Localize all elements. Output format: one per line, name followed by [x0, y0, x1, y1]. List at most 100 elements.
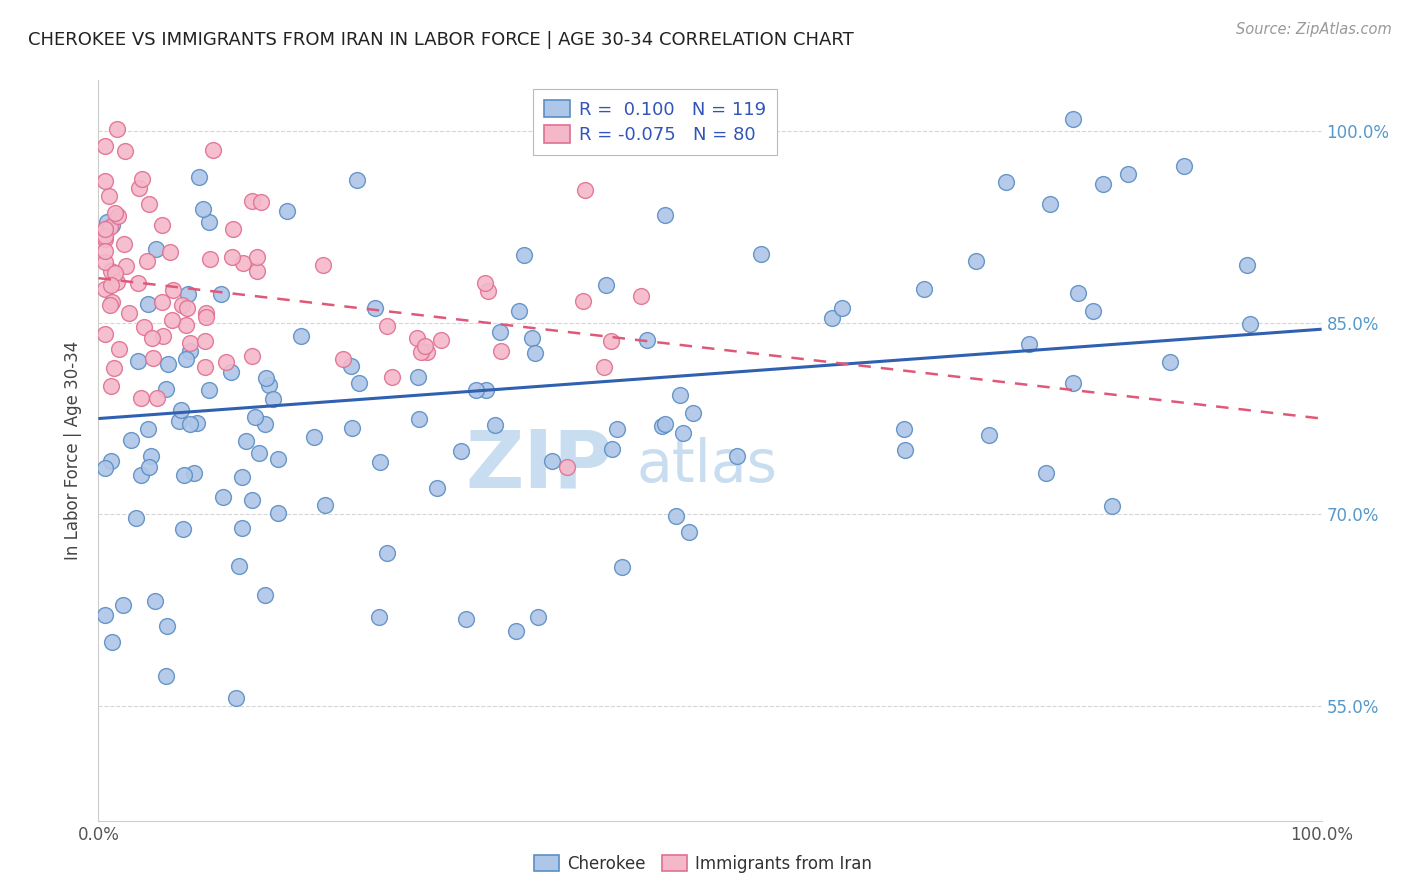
Point [1236, 258, 1258, 272]
Point [193, 202, 215, 216]
Point [413, 339, 436, 353]
Point [505, 624, 527, 639]
Text: CHEROKEE VS IMMIGRANTS FROM IRAN IN LABOR FORCE | AGE 30-34 CORRELATION CHART: CHEROKEE VS IMMIGRANTS FROM IRAN IN LABO… [28, 31, 853, 49]
Point [599, 334, 621, 348]
Point [103, 361, 125, 376]
Point [346, 173, 368, 187]
Point [112, 236, 135, 251]
Point [243, 409, 266, 424]
Point [477, 284, 499, 298]
Point [245, 250, 267, 264]
Point [262, 392, 284, 407]
Point [93, 327, 115, 342]
Point [235, 434, 257, 448]
Point [150, 218, 173, 232]
Point [197, 383, 219, 397]
Point [162, 283, 184, 297]
Point [430, 333, 453, 347]
Point [101, 295, 124, 310]
Point [340, 421, 363, 435]
Point [489, 343, 512, 358]
Point [107, 209, 129, 223]
Point [489, 326, 512, 340]
Point [194, 359, 217, 374]
Point [1081, 303, 1104, 318]
Point [93, 232, 115, 246]
Point [602, 442, 624, 456]
Point [408, 411, 430, 425]
Point [100, 635, 122, 649]
Point [406, 369, 429, 384]
Point [380, 370, 402, 384]
Point [215, 355, 238, 369]
Point [314, 499, 336, 513]
Point [225, 691, 247, 706]
Point [1091, 178, 1114, 192]
Point [831, 301, 853, 315]
Point [593, 359, 616, 374]
Point [1062, 112, 1084, 126]
Point [508, 303, 530, 318]
Point [555, 459, 578, 474]
Point [159, 244, 181, 259]
Point [221, 250, 243, 264]
Point [247, 446, 270, 460]
Point [349, 376, 371, 390]
Point [267, 452, 290, 467]
Point [678, 525, 700, 540]
Point [111, 598, 134, 612]
Text: atlas: atlas [637, 437, 778, 494]
Point [450, 443, 472, 458]
Point [129, 467, 152, 482]
Point [172, 522, 194, 536]
Point [101, 218, 124, 232]
Point [290, 329, 312, 343]
Point [115, 259, 138, 273]
Point [311, 259, 333, 273]
Point [912, 282, 935, 296]
Point [155, 669, 177, 683]
Point [136, 296, 159, 310]
Point [630, 288, 652, 302]
Point [100, 454, 122, 468]
Point [93, 229, 115, 244]
Point [98, 219, 121, 234]
Point [128, 181, 150, 195]
Point [173, 467, 195, 482]
Point [100, 298, 122, 312]
Point [669, 388, 692, 402]
Point [209, 287, 232, 301]
Point [1101, 500, 1123, 514]
Point [232, 256, 254, 270]
Point [142, 351, 165, 365]
Point [368, 455, 391, 469]
Point [276, 203, 298, 218]
Point [136, 254, 159, 268]
Point [522, 331, 544, 345]
Point [465, 383, 488, 397]
Point [134, 320, 156, 334]
Point [93, 222, 115, 236]
Text: ZIP: ZIP [465, 426, 612, 504]
Point [254, 588, 277, 602]
Point [979, 427, 1001, 442]
Point [1066, 285, 1088, 300]
Point [145, 242, 167, 256]
Point [129, 391, 152, 405]
Point [156, 619, 179, 633]
Point [195, 310, 218, 325]
Point [197, 215, 219, 229]
Point [641, 112, 664, 126]
Point [228, 559, 250, 574]
Point [540, 454, 562, 468]
Point [138, 197, 160, 211]
Point [152, 328, 174, 343]
Point [231, 521, 253, 535]
Point [994, 175, 1017, 189]
Point [131, 172, 153, 186]
Point [96, 215, 118, 229]
Point [179, 336, 201, 351]
Point [118, 306, 141, 320]
Text: Source: ZipAtlas.com: Source: ZipAtlas.com [1236, 22, 1392, 37]
Point [97, 188, 120, 202]
